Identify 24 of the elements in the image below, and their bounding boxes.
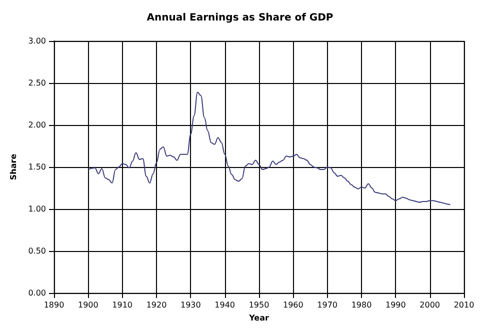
y-axis-title: Share bbox=[8, 153, 18, 180]
x-tick-label: 1950 bbox=[248, 300, 270, 310]
x-tick-label: 1940 bbox=[214, 300, 236, 310]
y-tick-label: 3.00 bbox=[28, 36, 46, 46]
y-tick-label: 2.50 bbox=[28, 78, 46, 88]
x-tick-label: 1900 bbox=[78, 300, 98, 310]
x-axis-title: Year bbox=[248, 313, 269, 322]
x-tick-label: 1960 bbox=[282, 300, 304, 310]
x-tick-label: 1990 bbox=[385, 300, 406, 310]
y-tick-label: 2.00 bbox=[28, 120, 46, 130]
y-tick-label: 0.50 bbox=[28, 246, 46, 256]
x-tick-label: 1970 bbox=[317, 300, 338, 310]
x-tick-label: 2010 bbox=[454, 300, 474, 310]
x-tick-label: 1890 bbox=[44, 300, 64, 310]
y-tick-label: 1.00 bbox=[28, 204, 46, 214]
x-tick-label: 1930 bbox=[180, 300, 201, 310]
x-tick-label: 1910 bbox=[112, 300, 133, 310]
x-tick-label: 2000 bbox=[420, 300, 440, 310]
chart-title: Annual Earnings as Share of GDP bbox=[146, 12, 334, 24]
y-tick-label: 0.00 bbox=[28, 288, 46, 298]
line-series bbox=[88, 92, 451, 206]
x-tick-label: 1980 bbox=[351, 300, 372, 310]
y-tick-label: 1.50 bbox=[28, 162, 46, 172]
x-tick-label: 1920 bbox=[146, 300, 167, 310]
